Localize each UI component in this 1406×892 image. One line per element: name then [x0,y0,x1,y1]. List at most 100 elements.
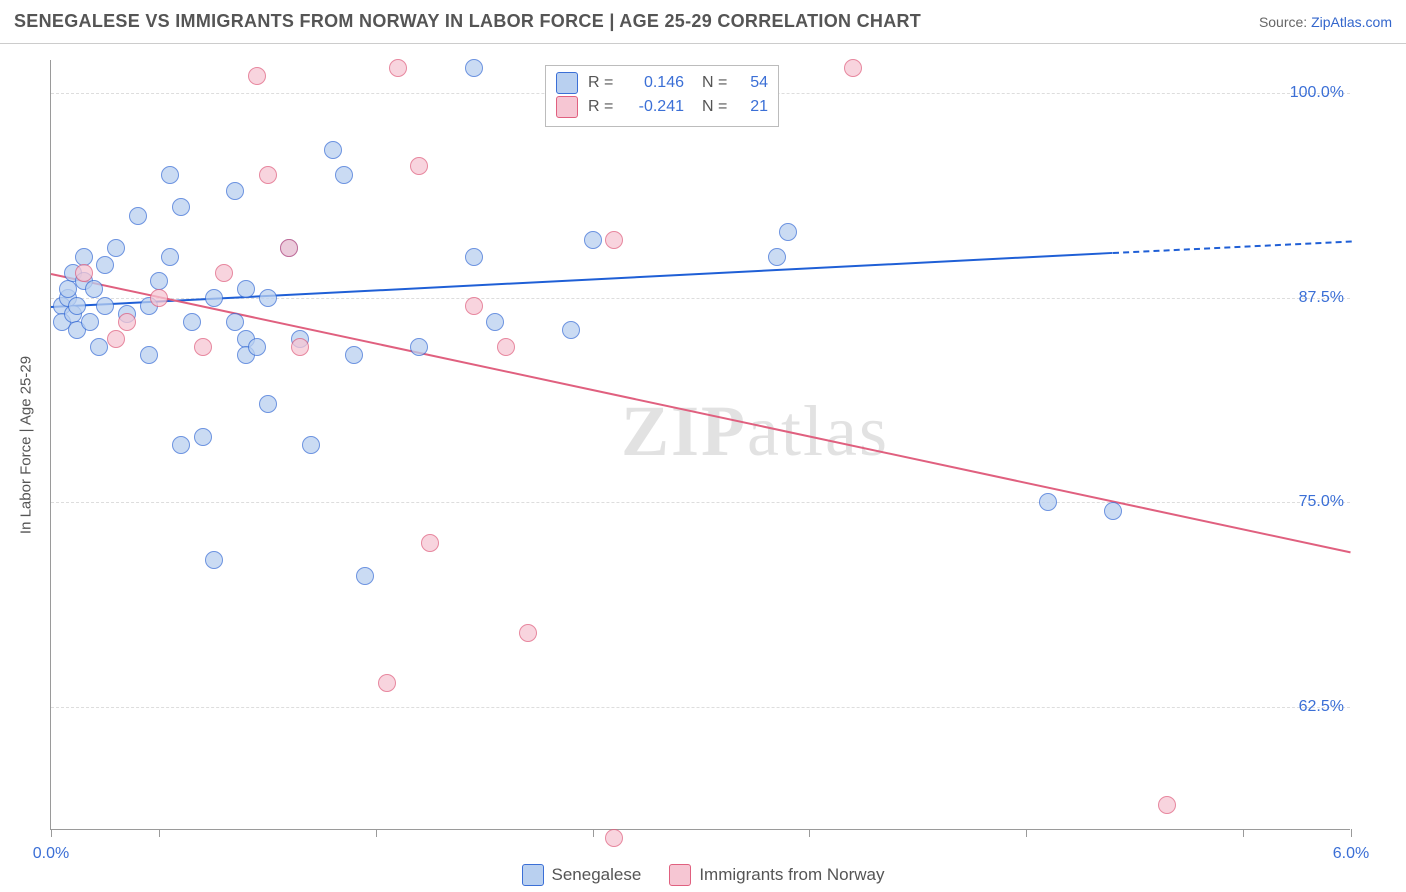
data-point-senegalese [584,231,602,249]
legend-r-label: R = [588,74,614,92]
data-point-senegalese [96,256,114,274]
data-point-senegalese [183,313,201,331]
y-tick-label: 87.5% [1299,289,1344,307]
legend-r-value: 0.146 [624,74,684,92]
trend-line [51,273,1351,553]
correlation-legend: R = 0.146 N = 54 R = -0.241 N = 21 [545,65,779,127]
legend-n-label: N = [702,98,728,116]
legend-label: Immigrants from Norway [699,865,884,885]
data-point-norway [465,297,483,315]
data-point-senegalese [410,338,428,356]
data-point-senegalese [161,166,179,184]
data-point-norway [107,330,125,348]
legend-label: Senegalese [552,865,642,885]
data-point-senegalese [237,280,255,298]
data-point-senegalese [75,248,93,266]
gridline [51,502,1350,503]
source-attribution: Source: ZipAtlas.com [1259,14,1392,30]
x-tick [376,829,377,837]
data-point-senegalese [345,346,363,364]
data-point-norway [215,264,233,282]
data-point-senegalese [465,59,483,77]
scatter-plot-area: ZIPatlas 62.5%75.0%87.5%100.0%0.0%6.0% [50,60,1350,830]
y-axis-label: In Labor Force | Age 25-29 [18,356,35,534]
data-point-norway [248,67,266,85]
data-point-senegalese [194,428,212,446]
source-link[interactable]: ZipAtlas.com [1311,14,1392,30]
data-point-senegalese [302,436,320,454]
data-point-norway [605,231,623,249]
data-point-norway [194,338,212,356]
data-point-senegalese [486,313,504,331]
data-point-senegalese [259,395,277,413]
legend-n-label: N = [702,74,728,92]
data-point-norway [118,313,136,331]
x-tick [159,829,160,837]
x-tick [51,829,52,837]
data-point-norway [497,338,515,356]
data-point-norway [75,264,93,282]
legend-swatch [556,96,578,118]
data-point-norway [150,289,168,307]
trend-line [1113,240,1351,253]
legend-n-value: 21 [738,98,768,116]
data-point-senegalese [205,551,223,569]
legend-stat-row-norway: R = -0.241 N = 21 [556,96,768,118]
data-point-norway [844,59,862,77]
x-tick [1351,829,1352,837]
x-label-right: 6.0% [1333,845,1369,863]
legend-swatch [669,864,691,886]
data-point-senegalese [324,141,342,159]
data-point-senegalese [562,321,580,339]
chart-title: SENEGALESE VS IMMIGRANTS FROM NORWAY IN … [14,11,921,32]
data-point-senegalese [779,223,797,241]
data-point-norway [291,338,309,356]
legend-swatch [522,864,544,886]
data-point-senegalese [248,338,266,356]
data-point-norway [410,157,428,175]
x-tick [1026,829,1027,837]
data-point-senegalese [335,166,353,184]
data-point-senegalese [161,248,179,266]
watermark-rest: atlas [747,391,889,471]
data-point-senegalese [85,280,103,298]
data-point-senegalese [90,338,108,356]
data-point-senegalese [172,198,190,216]
legend-r-label: R = [588,98,614,116]
data-point-norway [605,829,623,847]
data-point-norway [280,239,298,257]
series-legend: Senegalese Immigrants from Norway [0,864,1406,886]
data-point-norway [259,166,277,184]
data-point-norway [389,59,407,77]
y-tick-label: 62.5% [1299,698,1344,716]
data-point-senegalese [465,248,483,266]
data-point-norway [421,534,439,552]
data-point-senegalese [129,207,147,225]
x-tick [1243,829,1244,837]
data-point-senegalese [140,346,158,364]
data-point-senegalese [150,272,168,290]
data-point-senegalese [205,289,223,307]
source-prefix: Source: [1259,14,1311,30]
data-point-senegalese [226,313,244,331]
data-point-senegalese [259,289,277,307]
legend-item-senegalese: Senegalese [522,864,642,886]
data-point-senegalese [356,567,374,585]
legend-n-value: 54 [738,74,768,92]
x-label-left: 0.0% [33,845,69,863]
data-point-senegalese [96,297,114,315]
chart-header: SENEGALESE VS IMMIGRANTS FROM NORWAY IN … [0,0,1406,44]
legend-item-norway: Immigrants from Norway [669,864,884,886]
data-point-norway [1158,796,1176,814]
y-tick-label: 100.0% [1290,84,1344,102]
data-point-senegalese [172,436,190,454]
data-point-senegalese [1039,493,1057,511]
data-point-senegalese [81,313,99,331]
x-tick [593,829,594,837]
legend-stat-row-senegalese: R = 0.146 N = 54 [556,72,768,94]
data-point-senegalese [68,297,86,315]
legend-r-value: -0.241 [624,98,684,116]
x-tick [809,829,810,837]
y-tick-label: 75.0% [1299,493,1344,511]
legend-swatch [556,72,578,94]
